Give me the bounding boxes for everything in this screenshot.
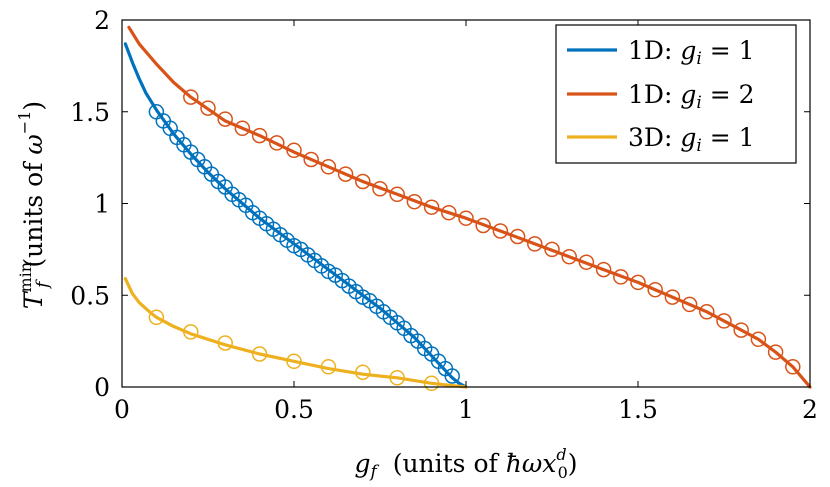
y-tick-label: 2: [94, 6, 110, 35]
series-marker: [200, 100, 216, 116]
series-marker: [444, 368, 460, 384]
series-marker: [251, 127, 268, 144]
series-marker: [458, 210, 474, 226]
legend: 1D: gi = 1 1D: gi = 2 3D: gi = 1: [555, 24, 797, 164]
series-marker: [509, 228, 526, 245]
legend-label-1d-gi-1: 1D: gi = 1: [628, 36, 755, 69]
series-line: [127, 25, 812, 389]
series-marker: [630, 274, 646, 291]
series-line: [123, 277, 468, 389]
series-marker: [234, 120, 251, 137]
series-marker: [475, 217, 491, 234]
series-marker: [355, 173, 371, 190]
series-marker: [423, 375, 440, 392]
series-marker: [767, 344, 784, 360]
x-axis-title: gf (units of ħωxd 0): [354, 445, 577, 482]
series-marker: [269, 135, 285, 151]
y-tick-label: 0.5: [70, 281, 110, 310]
series-marker: [647, 281, 663, 298]
series-marker: [527, 236, 543, 252]
series-marker: [578, 254, 595, 270]
legend-label-3d-gi-1: 3D: gi = 1: [628, 123, 755, 156]
series-marker: [785, 359, 801, 375]
x-tick-label: 1.5: [618, 395, 658, 424]
y-axis-title: Tminf(units of ω−1): [15, 101, 53, 309]
series-marker: [664, 289, 681, 305]
series-marker: [733, 322, 749, 338]
x-tick-label: 0.5: [274, 395, 314, 424]
series-marker: [544, 241, 560, 258]
series-marker: [389, 186, 405, 203]
series-marker: [217, 335, 233, 351]
series-marker: [613, 269, 629, 285]
y-tick-label: 1: [94, 190, 110, 219]
series-marker: [441, 204, 457, 221]
series-marker: [286, 142, 302, 159]
series-marker: [355, 364, 371, 381]
y-tick-label: 1.5: [70, 98, 110, 127]
series-marker: [320, 359, 337, 375]
x-tick-label: 2: [802, 395, 818, 424]
series-marker: [183, 324, 199, 340]
series-marker: [389, 370, 405, 386]
series-marker: [183, 89, 199, 105]
y-tick-label: 0: [94, 373, 110, 402]
series-marker: [595, 261, 612, 278]
series-marker: [492, 223, 509, 239]
series-marker: [423, 199, 440, 215]
series-marker: [148, 309, 165, 326]
series-marker: [750, 331, 767, 348]
series-marker: [406, 193, 423, 210]
legend-label-1d-gi-2: 1D: gi = 2: [628, 80, 755, 113]
series-marker: [561, 248, 577, 265]
series-line: [123, 42, 468, 389]
plot-area: [123, 25, 812, 392]
x-tick-label: 1: [458, 395, 474, 424]
series-marker: [251, 346, 268, 362]
series-marker: [699, 304, 715, 320]
axis-ticks: 0 0.5 1 1.5 2 0 0.5 1 1.5 2: [70, 6, 818, 424]
series-marker: [337, 166, 354, 182]
series-marker: [320, 159, 337, 175]
series-marker: [372, 181, 388, 197]
series-marker: [217, 111, 233, 127]
series-marker: [303, 151, 319, 168]
series-marker: [681, 296, 698, 313]
series-marker: [716, 313, 732, 329]
x-tick-label: 0: [114, 395, 130, 424]
series-marker: [286, 353, 302, 370]
